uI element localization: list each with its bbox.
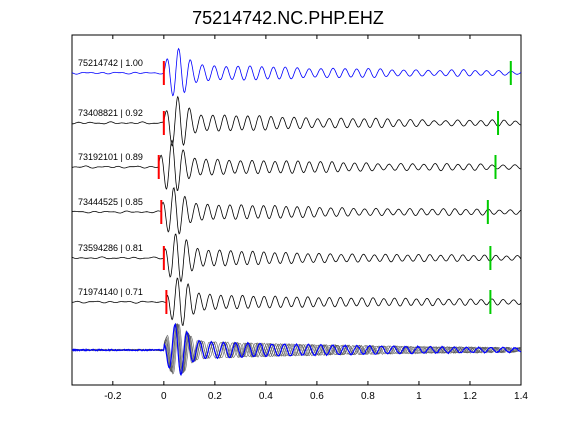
x-tick-label: -0.2 [104,391,122,402]
x-tick-label: 0.6 [310,391,324,402]
chart-title: 75214742.NC.PHP.EHZ [192,8,384,28]
x-tick-label: 1.4 [514,391,528,402]
x-tick-label: 0.8 [361,391,375,402]
trace-label: 73444525 | 0.85 [78,197,143,207]
trace-waveform [71,277,522,326]
trace-label: 75214742 | 1.00 [78,58,143,68]
trace-waveform [71,187,522,235]
stacked-waveform [71,322,522,377]
x-tick-label: 0.2 [208,391,222,402]
x-tick-label: 0.4 [259,391,273,402]
x-tick-label: 1.2 [463,391,477,402]
x-tick-label: 1 [416,391,422,402]
trace-waveform [71,47,522,97]
x-tick-label: 0 [161,391,167,402]
trace-label: 73192101 | 0.89 [78,152,143,162]
trace-label: 71974140 | 0.71 [78,287,143,297]
stacked-waveform [71,323,521,374]
trace-waveform [72,139,522,191]
trace-waveform [72,95,522,147]
trace-label: 73408821 | 0.92 [78,108,143,118]
trace-label: 73594286 | 0.81 [78,243,143,253]
trace-waveform [71,233,522,283]
